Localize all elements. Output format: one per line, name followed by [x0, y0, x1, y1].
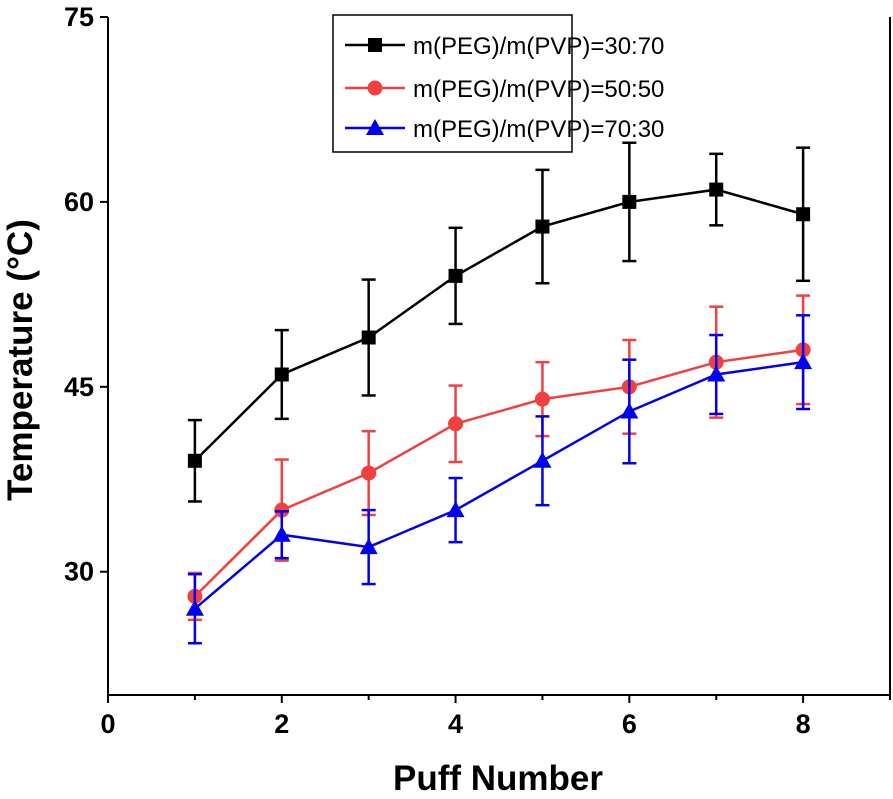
- y-tick-label: 60: [64, 187, 94, 217]
- data-point: [274, 367, 289, 382]
- data-point: [448, 268, 463, 283]
- legend-label: m(PEG)/m(PVP)=70:30: [413, 116, 664, 143]
- data-point: [533, 451, 552, 468]
- legend-marker: [367, 80, 383, 96]
- series-3: [185, 314, 813, 645]
- data-point: [187, 453, 202, 468]
- series-line: [194, 188, 804, 462]
- data-point: [709, 182, 724, 197]
- data-point: [620, 402, 639, 419]
- data-point: [361, 465, 377, 481]
- x-tick-label: 2: [274, 709, 289, 739]
- data-point: [534, 391, 550, 407]
- data-point: [535, 219, 550, 234]
- x-axis-title: Puff Number: [393, 759, 603, 798]
- y-axis-title: Temperature (°C): [1, 219, 40, 501]
- x-tick-label: 0: [100, 709, 115, 739]
- data-point: [707, 365, 726, 382]
- x-tick-label: 4: [448, 709, 463, 739]
- data-point: [359, 538, 378, 555]
- legend-marker: [368, 38, 382, 52]
- y-tick-label: 75: [64, 2, 94, 32]
- data-point: [448, 416, 464, 432]
- y-tick-label: 45: [64, 372, 94, 402]
- data-point: [622, 194, 637, 209]
- legend-marker: [366, 119, 384, 135]
- plot-area: [185, 141, 813, 645]
- series-line: [194, 360, 804, 610]
- x-tick-label: 8: [796, 709, 811, 739]
- x-tick-label: 6: [622, 709, 637, 739]
- axes: 30 45 60 75 0 2 4 6 8: [64, 2, 891, 739]
- data-point: [796, 207, 811, 222]
- data-point: [272, 525, 291, 542]
- series-line: [194, 348, 804, 598]
- legend-label: m(PEG)/m(PVP)=50:50: [413, 76, 664, 103]
- data-point: [185, 599, 204, 616]
- y-tick-label: 30: [64, 557, 94, 587]
- data-point: [361, 330, 376, 345]
- data-point: [446, 501, 465, 518]
- series-1: [187, 141, 811, 503]
- legend-label: m(PEG)/m(PVP)=30:70: [413, 33, 664, 60]
- data-point: [794, 353, 813, 370]
- legend: m(PEG)/m(PVP)=30:70 m(PEG)/m(PVP)=50:50 m(…: [332, 14, 664, 153]
